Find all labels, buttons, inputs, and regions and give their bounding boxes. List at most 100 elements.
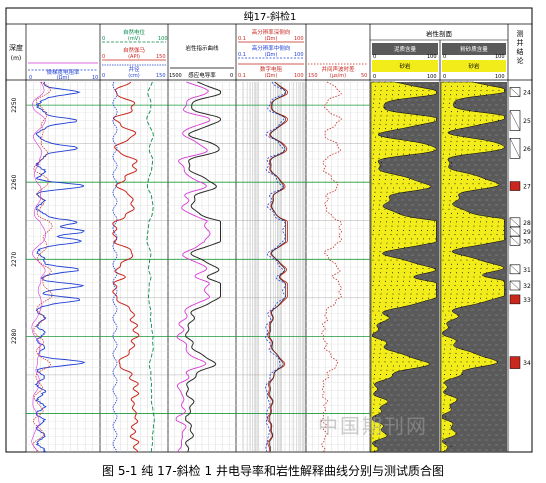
profile-col2-sand-dot [466,81,468,83]
profile-col2-sand-dot [445,340,446,342]
profile-col2-sand-dot [443,331,444,333]
profile-col1-sand-dot [373,149,375,151]
profile-col2-sand-dot [442,335,444,337]
profile-col2-sand-dot [454,259,456,261]
profile-col2-sand-dot [487,85,488,87]
profile-col2-sand-dot [492,268,494,270]
profile-col2-sand-dot [450,344,452,346]
profile-col1-sand-dot [380,195,381,197]
profile-col2-sand-dot [456,195,457,197]
profile-col1-sand-dot [403,149,405,151]
profile-col2-sand-dot [460,361,462,363]
profile-col1-sand-dot [373,378,375,380]
profile-col2-sand-dot [444,170,445,172]
profile-col1-sand-dot [390,285,392,286]
profile-col2-sand-dot [455,179,456,181]
profile-col2-sand-dot [504,293,506,295]
profile-col2-sand-dot [450,119,451,121]
profile-col1-sand-dot [386,195,387,197]
profile-col2-sand-dot [490,234,492,236]
profile-col2-sand-dot [487,263,488,265]
profile-col1-sand-dot [372,132,374,134]
profile-col1-sand-dot [379,433,380,435]
profile-col1-sand-dot [404,272,405,274]
col2b-label: 砂岩 [468,62,480,70]
sonic-unit: (μs/m) [330,73,346,79]
layer-box-oil [509,181,521,191]
profile-col2-sand-dot [450,369,452,371]
profile-col2-sand-dot [442,157,444,159]
profile-col2-sand-dot [448,234,450,236]
interp-header-char: 论 [517,56,524,65]
profile-col2-sand-dot [451,162,452,164]
profile-col1-sand-dot [375,162,376,164]
profile-col1-sand-dot [427,225,429,227]
profile-col1-sand-dot [373,331,374,333]
profile-col2-sand-dot [445,111,446,113]
profile-col2-sand-dot [475,289,476,291]
profile-col1-sand-dot [428,297,429,299]
profile-col2-sand-dot [445,314,446,316]
profile-col1-sand-dot [428,119,429,121]
profile-col2-sand-dot [451,111,452,113]
profile-col1-sand-dot [422,115,424,117]
profile-col1-sand-dot [410,217,412,219]
profile-col2-sand-dot [456,399,457,401]
profile-col1-sand-dot [375,365,376,367]
interp-header-char: 测 [517,30,524,38]
profile-col1-sand-dot [410,272,411,274]
profile-col2-sand-dot [443,382,444,384]
profile-col2-sand-dot [485,225,487,227]
profile-col1-sand-dot [386,242,388,244]
profile-col2-sand-dot [443,204,444,206]
profile-col1-sand-dot [423,187,424,189]
profile-col1-sand-dot [422,94,423,96]
gr-label: 自然伽马 [123,46,146,54]
profile-col2-sand-dot [444,369,446,371]
profile-col2-sand-dot [451,238,452,240]
profile-col1-sand-dot [378,81,380,83]
profile-col2-sand-dot [445,187,446,189]
profile-col2-sand-dot [496,285,498,286]
profile-col2-sand-dot [467,174,469,176]
profile-col2-sand-dot [486,242,488,244]
profile-col1-sand-dot [410,94,411,96]
profile-col1-sand-dot [408,234,410,236]
profile-col1-sand-dot [390,361,392,363]
profile-col1-sand-dot [404,89,406,91]
profile-col1-sand-dot [385,174,387,176]
profile-col1-sand-dot [432,285,434,286]
profile-col1-sand-dot [416,94,417,96]
profile-col2-sand-dot [461,280,462,282]
profile-col1-sand-dot [373,229,374,231]
profile-col1-sand-dot [410,119,411,121]
profile-col1-sand-dot [415,153,416,155]
profile-col1-sand-dot [410,89,412,91]
profile-col1-sand-dot [411,365,412,367]
profile-col1-sand-dot [392,242,394,244]
profile-col2-sand-dot [449,378,451,380]
profile-col1-sand-dot [381,111,382,113]
layer-number: 24 [523,90,531,97]
profile-col1-sand-dot [375,111,376,113]
profile-col1-sand-dot [397,179,398,181]
profile-col1-sand-dot [403,153,404,155]
profile-col2-sand-dot [449,200,451,202]
profile-col1-sand-dot [428,242,430,244]
profile-col2-sand-dot [463,212,464,214]
profile-col2-sand-dot [486,89,488,91]
profile-col1-sand-dot [390,81,392,83]
profile-col1-sand-dot [380,323,381,325]
profile-col1-sand-dot [398,293,400,295]
profile-col2-sand-dot [486,293,488,295]
profile-col2-sand-dot [445,441,446,443]
profile-col2-sand-dot [449,174,451,176]
profile-col1-sand-dot [380,115,382,117]
profile-col1-sand-dot [373,123,375,125]
profile-col2-sand-dot [456,268,458,270]
profile-col2-sand-dot [449,403,451,405]
profile-col1-sand-dot [409,229,410,231]
profile-col2-sand-dot [467,352,469,354]
profile-col2-sand-dot [449,301,451,303]
profile-col2-sand-dot [472,183,474,185]
